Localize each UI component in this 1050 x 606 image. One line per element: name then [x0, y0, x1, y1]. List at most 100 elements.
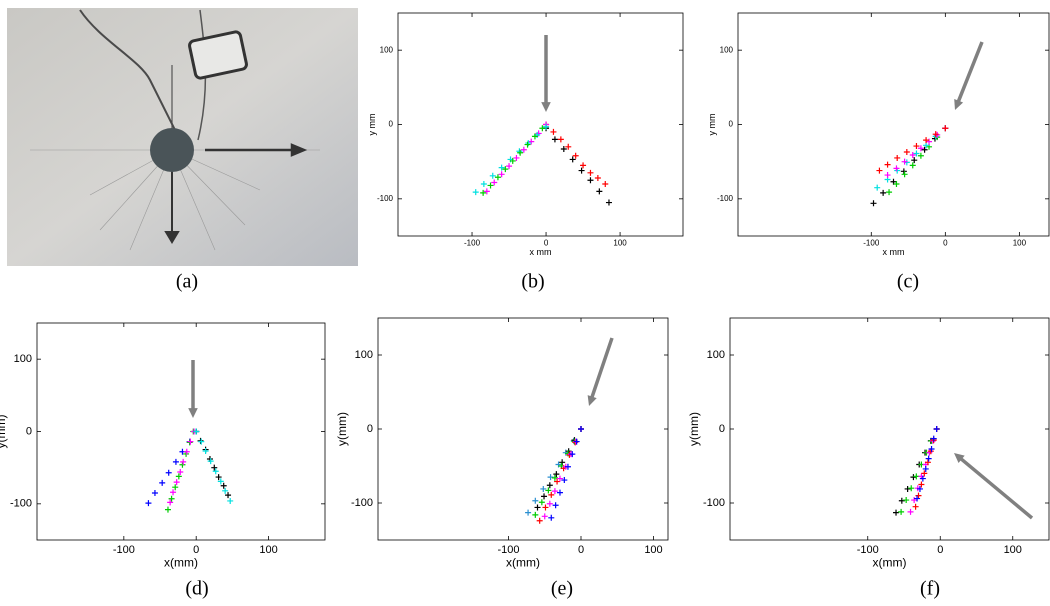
plot-frame [737, 12, 1050, 237]
marker [911, 157, 918, 164]
marker [903, 497, 910, 504]
x-tick-label: 100 [613, 238, 627, 247]
marker [904, 485, 911, 492]
marker [572, 152, 579, 159]
marker [876, 167, 883, 174]
marker [532, 497, 539, 504]
marker [901, 171, 908, 178]
marker [548, 491, 555, 498]
x-axis-label: x(mm) [873, 555, 907, 569]
x-axis-label: x mm [530, 247, 552, 257]
arrow-head [541, 102, 551, 112]
marker [913, 150, 920, 157]
marker [172, 458, 179, 465]
marker [480, 180, 487, 187]
marker [580, 162, 587, 169]
caption: (e) [551, 578, 573, 600]
marker [880, 189, 887, 196]
y-axis-label: y mm [367, 114, 377, 136]
marker [193, 428, 200, 435]
plot-frame [397, 12, 684, 237]
marker [894, 154, 901, 161]
marker [170, 489, 177, 496]
plot: -100 0 100 -100 0 100 x(mm) y(mm) [335, 317, 669, 569]
marker [578, 426, 584, 432]
marker [917, 152, 924, 159]
marker [525, 509, 532, 516]
marker [177, 469, 184, 476]
photo-robot [150, 128, 194, 172]
y-tick-label: 0 [389, 120, 394, 129]
marker [893, 509, 900, 516]
plot: -100 0 100 -100 0 100 x mm y mm [707, 12, 1050, 257]
marker [538, 499, 545, 506]
x-tick-label: 0 [578, 544, 584, 556]
marker [541, 493, 548, 500]
marker [556, 475, 563, 482]
marker [910, 474, 917, 481]
marker [913, 143, 920, 150]
marker [506, 163, 513, 170]
y-tick-label: -100 [377, 194, 394, 203]
x-tick-label: 0 [943, 238, 948, 247]
plot-frame [729, 317, 1050, 541]
y-tick-label: 0 [729, 120, 734, 129]
marker [211, 464, 218, 471]
marker [874, 184, 881, 191]
x-tick-label: 0 [193, 544, 199, 556]
marker [548, 514, 555, 521]
marker [225, 492, 232, 499]
marker [183, 448, 190, 455]
marker [540, 485, 547, 492]
x-axis-label: x(mm) [506, 555, 540, 569]
marker [552, 502, 559, 509]
marker [536, 517, 543, 524]
photo-cable [79, 9, 176, 131]
x-tick-label: 100 [644, 544, 662, 556]
marker [542, 504, 549, 511]
marker [930, 435, 937, 442]
marker [550, 128, 557, 135]
arrow-head [954, 99, 964, 110]
caption: (b) [521, 271, 544, 293]
marker [167, 499, 174, 506]
caption: (d) [185, 578, 208, 600]
marker [547, 474, 554, 481]
marker [498, 171, 505, 178]
marker [520, 146, 527, 153]
marker [921, 470, 928, 477]
marker [560, 146, 567, 153]
marker [903, 149, 910, 156]
marker [901, 158, 908, 165]
y-tick-label: 100 [355, 349, 373, 361]
x-axis-label: x(mm) [164, 555, 198, 569]
x-tick-label: -100 [113, 544, 135, 556]
x-tick-label: -100 [863, 238, 880, 247]
marker [870, 200, 877, 207]
y-tick-label: 100 [380, 45, 394, 54]
caption: (a) [176, 271, 198, 293]
marker [545, 487, 552, 494]
marker [145, 500, 152, 507]
marker [487, 182, 494, 189]
marker [532, 511, 539, 518]
marker [180, 458, 187, 465]
marker [565, 143, 572, 150]
x-tick-label: 100 [1004, 544, 1022, 556]
marker [212, 468, 219, 475]
marker [914, 495, 921, 502]
marker [187, 438, 194, 445]
marker [942, 125, 949, 132]
marker [898, 497, 905, 504]
marker [509, 157, 516, 164]
plot-frame [36, 322, 326, 541]
photo-arrow [205, 143, 308, 157]
marker [602, 180, 609, 187]
marker [513, 154, 520, 161]
marker [220, 482, 227, 489]
marker [919, 475, 926, 482]
x-tick-label: 100 [259, 544, 277, 556]
y-tick-label: -100 [703, 497, 725, 509]
marker [909, 162, 916, 169]
marker [546, 500, 553, 507]
